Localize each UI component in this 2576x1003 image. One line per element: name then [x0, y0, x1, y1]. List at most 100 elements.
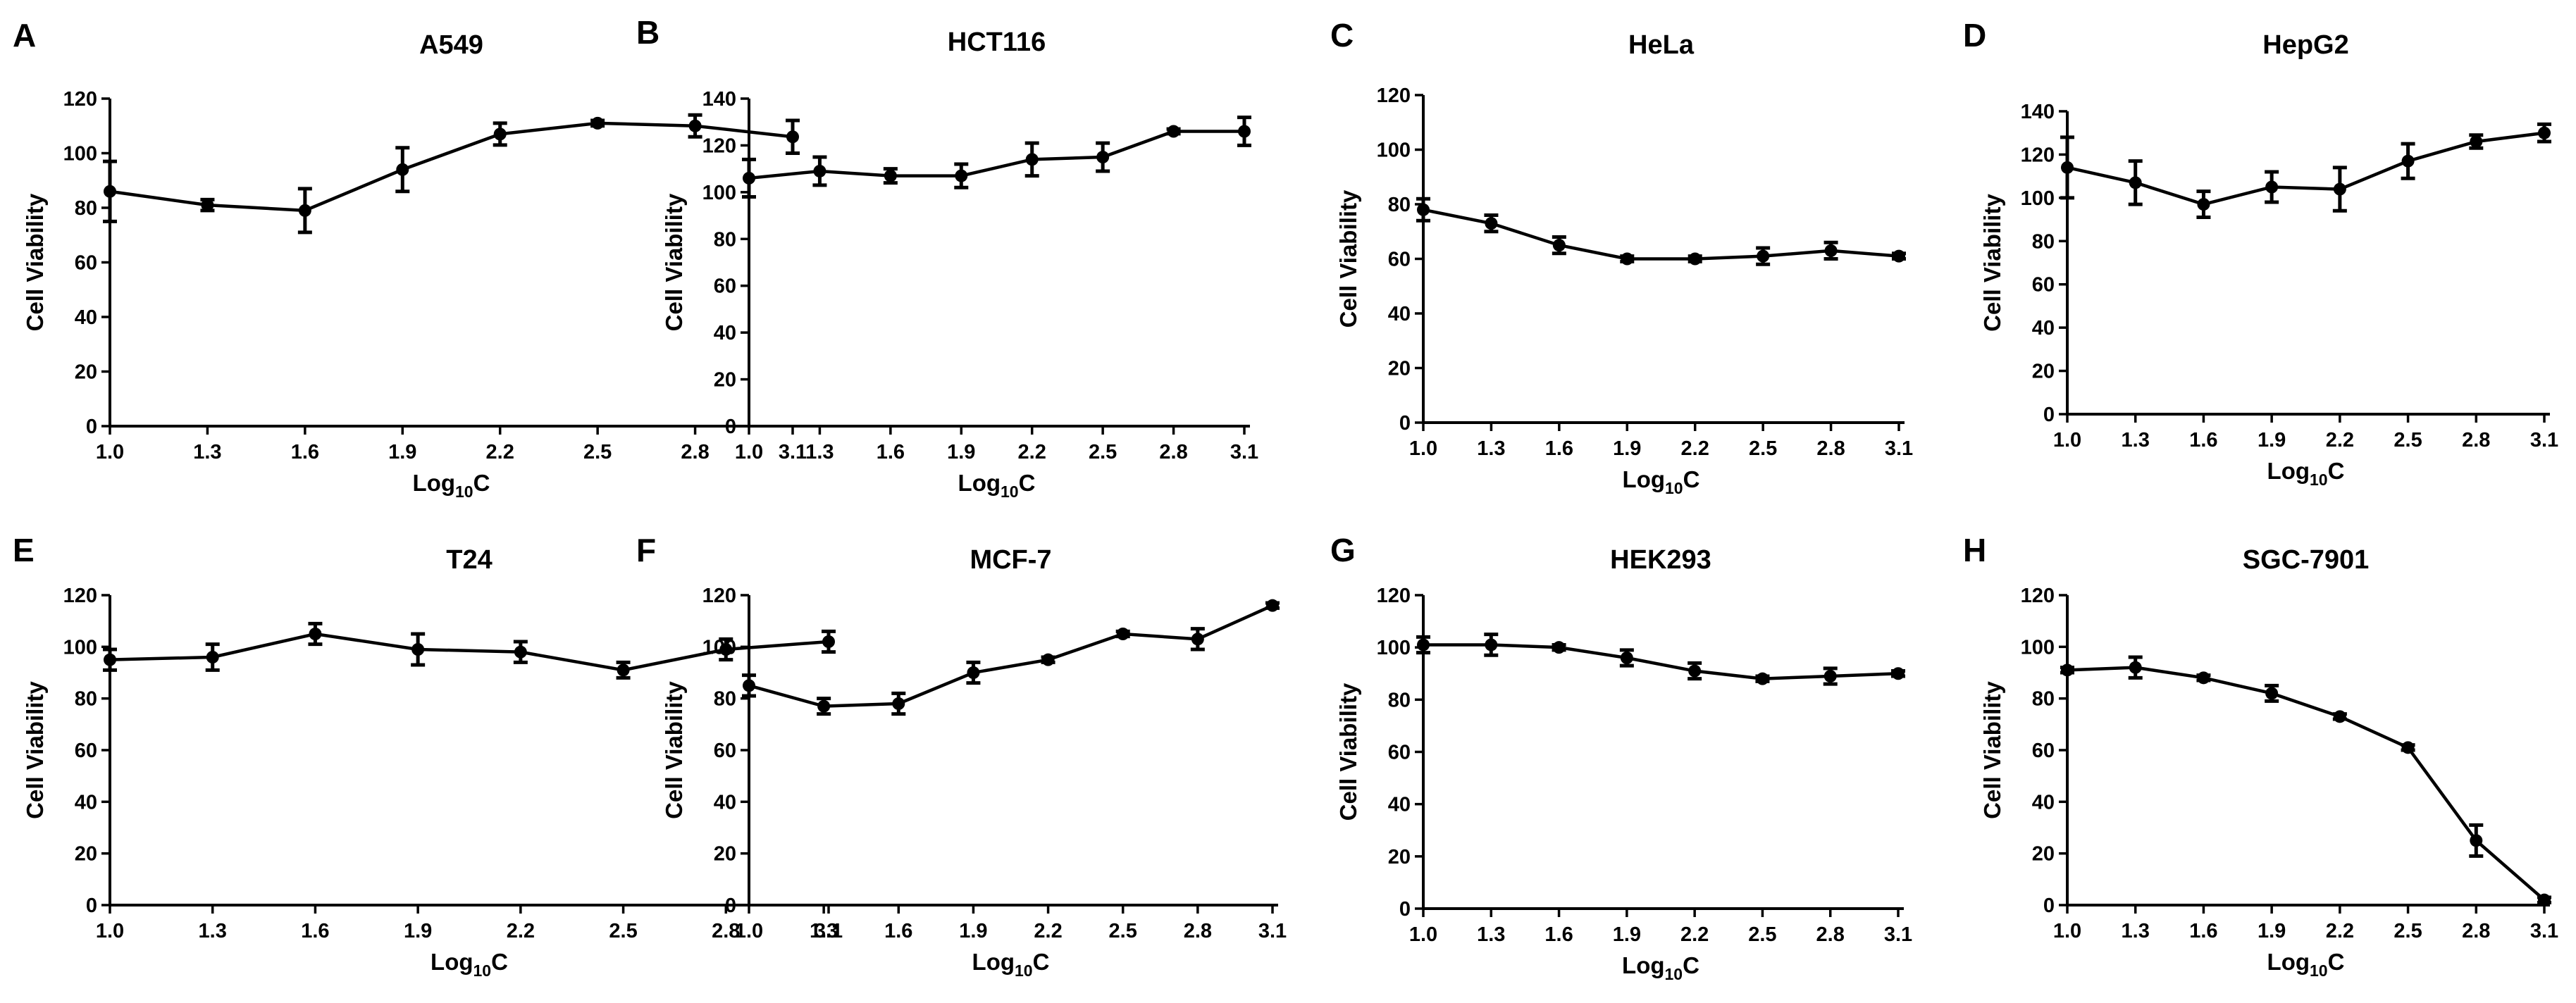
- y-axis-title: Cell Viability: [1979, 681, 2005, 819]
- data-point: [892, 697, 905, 710]
- y-tick-label: 100: [2021, 636, 2055, 659]
- y-tick-label: 60: [1388, 249, 1411, 271]
- x-axis-title-end: C: [2328, 949, 2345, 975]
- x-tick-label: 1.3: [805, 441, 834, 463]
- x-tick-label: 1.3: [2122, 920, 2150, 942]
- y-tick-label: 20: [75, 843, 97, 866]
- y-tick-label: 100: [702, 182, 736, 204]
- x-axis-title-main: Log: [431, 949, 473, 975]
- x-axis-title-end: C: [1019, 470, 1036, 496]
- x-tick-label: 1.6: [291, 441, 319, 463]
- x-tick-label: 2.8: [1159, 441, 1187, 463]
- y-tick-label: 20: [1388, 358, 1411, 380]
- data-point: [2061, 161, 2074, 174]
- series-line: [1423, 643, 1899, 680]
- x-tick-label: 1.3: [1477, 923, 1505, 946]
- y-tick-label: 40: [75, 306, 97, 329]
- x-axis-title-end: C: [1033, 949, 1050, 975]
- y-tick-label: 140: [2021, 101, 2055, 123]
- x-axis-title: Log10C: [1622, 952, 1699, 983]
- y-tick-label: 40: [75, 791, 97, 814]
- data-point: [2333, 182, 2346, 196]
- x-tick-label: 3.1: [779, 441, 807, 463]
- x-tick-label: 3.1: [1258, 920, 1287, 942]
- data-point: [2401, 741, 2415, 754]
- x-axis-title-main: Log: [1622, 952, 1664, 978]
- series-line: [748, 604, 1273, 708]
- panel-letter: H: [1963, 532, 1986, 568]
- x-tick-label: 2.5: [1089, 441, 1117, 463]
- y-tick-label: 0: [725, 895, 736, 917]
- x-tick-label: 1.0: [735, 920, 763, 942]
- x-tick-label: 3.1: [1885, 437, 1913, 460]
- x-tick-label: 1.0: [96, 441, 124, 463]
- x-tick-label: 1.6: [2189, 920, 2217, 942]
- y-tick-label: 60: [2032, 274, 2055, 297]
- data-point: [206, 651, 219, 664]
- x-tick-label: 1.9: [1613, 437, 1641, 460]
- x-tick-label: 1.3: [2122, 429, 2150, 451]
- data-point: [1552, 239, 1566, 252]
- data-point: [813, 164, 826, 177]
- x-tick-label: 2.2: [1034, 920, 1062, 942]
- x-axis-title-end: C: [473, 470, 490, 496]
- data-point: [1417, 638, 1430, 652]
- data-point: [2333, 710, 2346, 723]
- y-tick-label: 20: [1388, 846, 1411, 868]
- y-tick-label: 0: [2043, 895, 2055, 917]
- x-axis-title-subscript: 10: [1001, 482, 1019, 501]
- x-tick-label: 2.2: [1681, 437, 1709, 460]
- chart-panel-h: H SGC-7901 0 20 40 60 80 100 120 1.0 1.3 1.6 1.9 2.2 2…: [1963, 532, 2558, 980]
- x-axis-title-subscript: 10: [1015, 961, 1033, 980]
- data-point: [1892, 667, 1905, 680]
- data-point: [1041, 653, 1055, 666]
- x-axis-title-end: C: [2328, 458, 2345, 484]
- y-tick-label: 80: [2032, 230, 2055, 253]
- y-tick-label: 100: [63, 636, 97, 659]
- chart-panel-f: F MCF-7 0 20 40 60 80 100 120 1.0 1.3 1.6 1.9 2.2 2.5 2…: [636, 532, 1287, 980]
- x-axis-title-main: Log: [413, 470, 455, 496]
- y-tick-label: 100: [63, 143, 97, 166]
- data-point: [396, 163, 409, 176]
- y-tick-label: 100: [702, 636, 736, 659]
- x-axis-title-subscript: 10: [473, 961, 492, 980]
- data-point: [2129, 661, 2142, 674]
- x-tick-label: 2.5: [583, 441, 612, 463]
- x-tick-label: 2.8: [2462, 920, 2490, 942]
- y-tick-label: 140: [702, 88, 736, 111]
- x-tick-label: 1.9: [959, 920, 987, 942]
- y-tick-label: 120: [702, 135, 736, 157]
- data-point: [719, 643, 733, 656]
- chart-title: HepG2: [2262, 30, 2348, 60]
- y-tick-label: 80: [2032, 688, 2055, 711]
- y-tick-label: 0: [1399, 898, 1411, 921]
- y-tick-label: 20: [2032, 843, 2055, 866]
- data-point: [617, 664, 630, 677]
- x-axis-title-main: Log: [972, 949, 1015, 975]
- x-tick-label: 2.2: [486, 441, 514, 463]
- x-axis-title-subscript: 10: [2310, 471, 2328, 489]
- x-tick-label: 1.0: [2053, 920, 2081, 942]
- y-tick-label: 60: [75, 252, 97, 275]
- y-tick-label: 40: [714, 322, 736, 344]
- y-tick-label: 40: [2032, 791, 2055, 814]
- data-point: [1485, 638, 1498, 652]
- data-point: [1485, 217, 1498, 230]
- x-tick-label: 1.9: [1613, 923, 1641, 946]
- x-axis-title: Log10C: [431, 949, 508, 980]
- data-point: [104, 185, 116, 198]
- series-line: [2067, 666, 2546, 902]
- data-point: [1688, 252, 1702, 266]
- y-tick-label: 60: [75, 740, 97, 762]
- y-tick-label: 100: [2021, 187, 2055, 210]
- x-axis-title-main: Log: [2267, 458, 2310, 484]
- panel-letter: F: [636, 532, 656, 568]
- y-tick-label: 20: [714, 369, 736, 392]
- chart-panel-b: B HCT116 0 20 40 60 80 100 120 140 1.0 1.3 1.6 1.9 2.2…: [636, 14, 1258, 501]
- data-point: [411, 643, 425, 656]
- y-tick-label: 120: [63, 88, 97, 111]
- x-tick-label: 1.6: [2189, 429, 2217, 451]
- panel-letter: B: [636, 14, 660, 51]
- y-tick-label: 120: [1377, 585, 1411, 607]
